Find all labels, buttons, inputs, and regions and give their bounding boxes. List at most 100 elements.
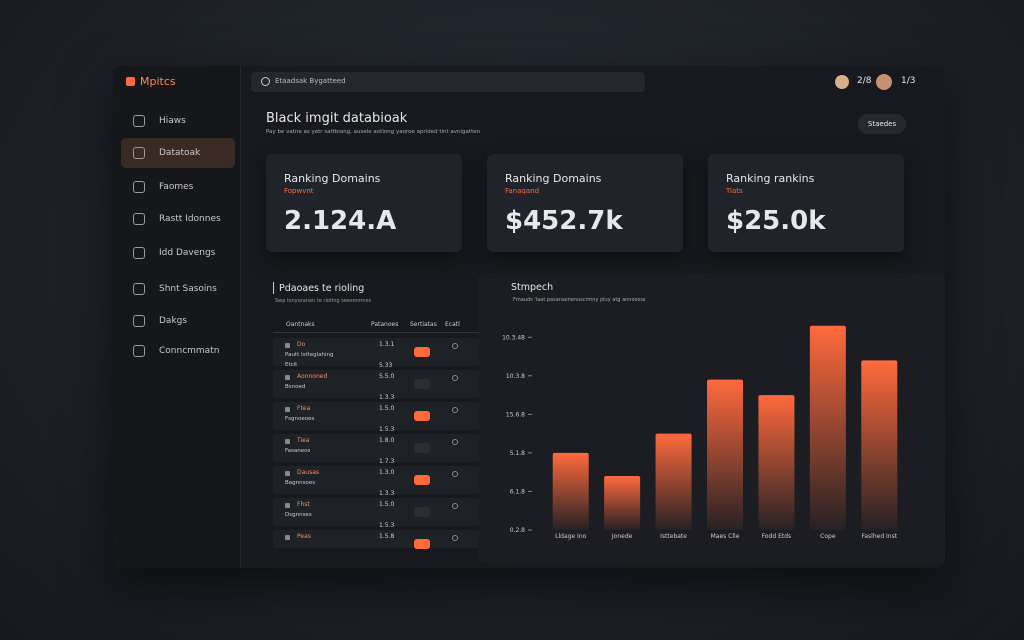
table-title: Pdaoaes te rioling bbox=[279, 283, 365, 294]
row-detail: Fasaneos bbox=[285, 448, 311, 454]
nav-icon bbox=[133, 315, 145, 327]
row-action bbox=[452, 343, 458, 349]
nav-label: Hiaws bbox=[159, 116, 186, 126]
nav-icon bbox=[133, 213, 145, 225]
nav-item[interactable]: Shnt Sasoins bbox=[121, 274, 235, 304]
y-tick-label: 15.6.8 bbox=[506, 411, 525, 418]
nav-label: Datatoak bbox=[159, 148, 201, 158]
card-title: Ranking Domains bbox=[505, 172, 602, 185]
x-tick-label: Lldage Ino bbox=[555, 533, 586, 540]
table-row bbox=[273, 498, 479, 526]
table-row bbox=[273, 370, 479, 398]
column-header: Oantnaks bbox=[286, 321, 315, 328]
user-count: 2/8 bbox=[857, 76, 872, 86]
row-name: Dausas bbox=[297, 469, 320, 476]
nav-item[interactable]: Datatoak bbox=[121, 138, 235, 168]
stat-card: Ranking Domains Fopwvnt 2.124.A bbox=[266, 154, 462, 252]
card-subtitle: Fopwvnt bbox=[284, 187, 314, 195]
row-badge bbox=[414, 475, 430, 485]
row-name: Aonnoned bbox=[297, 373, 328, 380]
chart-title: Stmpech bbox=[511, 282, 554, 293]
row-icon bbox=[285, 439, 290, 444]
row-action bbox=[452, 471, 458, 477]
nav-label: Idd Davengs bbox=[159, 248, 216, 258]
x-tick-label: Jonede bbox=[611, 533, 633, 540]
x-tick-label: Isttebate bbox=[660, 533, 687, 540]
stat-card: Ranking Domains Fanaqand $452.7k bbox=[487, 154, 683, 252]
card-title: Ranking Domains bbox=[284, 172, 381, 185]
bar bbox=[707, 379, 743, 530]
page-subtitle: Pay be vatne as yetr sattbiang, ausele a… bbox=[266, 129, 481, 135]
row-value: 1.3.0 bbox=[379, 469, 395, 476]
nav-item[interactable]: Rastt Idonnes bbox=[121, 204, 235, 234]
nav-item[interactable]: Dakgs bbox=[121, 306, 235, 336]
row-icon bbox=[285, 343, 290, 348]
bar bbox=[655, 433, 692, 530]
stat-card: Ranking rankins Tiats $25.0k bbox=[708, 154, 904, 252]
row-detail: Pautt Istteglahing bbox=[285, 352, 334, 358]
y-tick-label: 0.2.8 bbox=[510, 527, 525, 534]
bar bbox=[604, 476, 641, 530]
column-header: Patanoes bbox=[371, 321, 399, 328]
row-value: 1.7.3 bbox=[379, 458, 395, 465]
row-value: 1.3.3 bbox=[379, 490, 395, 497]
row-badge bbox=[414, 507, 430, 517]
row-action bbox=[452, 503, 458, 509]
card-subtitle: Tiats bbox=[726, 187, 743, 195]
row-value: 1.5.3 bbox=[379, 426, 395, 433]
y-tick-label: 10.3.48 bbox=[502, 334, 525, 341]
row-value: 1.5.8 bbox=[379, 533, 395, 540]
x-tick-label: Fodd Etds bbox=[762, 533, 792, 540]
search-text: Etaadsak Bygatteed bbox=[275, 77, 346, 85]
search-box[interactable] bbox=[251, 72, 645, 92]
card-value: $25.0k bbox=[726, 206, 826, 236]
row-name: Tiea bbox=[297, 437, 310, 444]
y-tick-label: 10.3.8 bbox=[506, 373, 525, 380]
card-value: $452.7k bbox=[505, 206, 623, 236]
logo: Mpitcs bbox=[140, 75, 176, 88]
row-action bbox=[452, 535, 458, 541]
row-detail: Dsgnnses bbox=[285, 512, 312, 518]
bar bbox=[758, 395, 795, 530]
row-icon bbox=[285, 375, 290, 380]
row-action bbox=[452, 407, 458, 413]
x-tick-label: Faslhed Inst bbox=[861, 533, 897, 540]
row-value: 1.3.3 bbox=[379, 394, 395, 401]
row-icon bbox=[285, 471, 290, 476]
row-value: 1.5.0 bbox=[379, 405, 395, 412]
header-line bbox=[273, 332, 479, 333]
user-count: 1/3 bbox=[901, 76, 916, 86]
y-tick-label: 6.1.8 bbox=[510, 488, 525, 495]
nav-item[interactable]: Faomes bbox=[121, 172, 235, 202]
row-badge bbox=[414, 379, 430, 389]
row-detail: Fsgnoeoes bbox=[285, 416, 315, 422]
row-extra: Etcit bbox=[285, 362, 298, 368]
row-icon bbox=[285, 503, 290, 508]
nav-label: Shnt Sasoins bbox=[159, 284, 217, 294]
card-value: 2.124.A bbox=[284, 206, 397, 236]
bar bbox=[861, 360, 898, 530]
avatar[interactable] bbox=[835, 75, 849, 89]
card-subtitle: Fanaqand bbox=[505, 187, 540, 195]
nav-item[interactable]: Hiaws bbox=[121, 106, 235, 136]
row-value: 1.5.0 bbox=[379, 501, 395, 508]
table-row bbox=[273, 466, 479, 494]
avatar[interactable] bbox=[876, 74, 892, 90]
table-row bbox=[273, 402, 479, 430]
nav-item[interactable]: Idd Davengs bbox=[121, 238, 235, 268]
column-header: Ecatl bbox=[445, 321, 460, 328]
table-row bbox=[273, 338, 479, 366]
nav-item[interactable]: Conncmmatn bbox=[121, 336, 235, 366]
nav-icon bbox=[133, 181, 145, 193]
button[interactable]: Staedes bbox=[858, 114, 906, 134]
row-badge bbox=[414, 411, 430, 421]
card-title: Ranking rankins bbox=[726, 172, 815, 185]
row-name: Do bbox=[297, 341, 306, 348]
row-action bbox=[452, 439, 458, 445]
page-title: Black imgit databioak bbox=[266, 111, 408, 126]
row-badge bbox=[414, 443, 430, 453]
nav-icon bbox=[133, 115, 145, 127]
table-subtitle: Swp lonyoranen te rioting seesmmnes bbox=[275, 298, 372, 304]
x-tick-label: Maes Clle bbox=[711, 533, 740, 540]
